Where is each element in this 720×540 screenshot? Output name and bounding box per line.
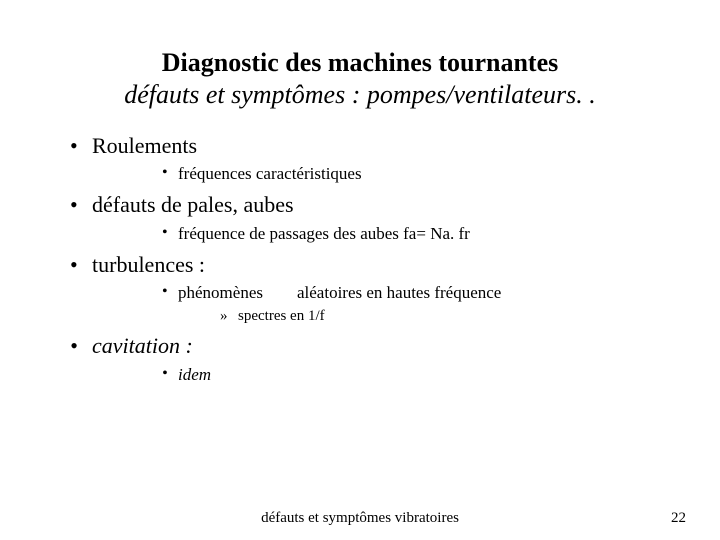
- sub-bullet: fréquences caractéristiques: [162, 163, 720, 185]
- bullet-label: défauts de pales, aubes: [92, 192, 294, 217]
- title-line-1: Diagnostic des machines tournantes: [80, 48, 640, 78]
- slide: Diagnostic des machines tournantes défau…: [0, 0, 720, 540]
- title-line-2: défauts et symptômes : pompes/ventilateu…: [80, 80, 640, 110]
- bullet-label: cavitation :: [92, 333, 193, 358]
- sub-sub-bullet-text: spectres en 1/f: [238, 308, 325, 324]
- bullet-cavitation: cavitation : idem: [70, 332, 720, 386]
- sub-sub-bullet: spectres en 1/f: [220, 307, 720, 327]
- bullet-label: Roulements: [92, 133, 197, 158]
- page-number: 22: [671, 510, 686, 527]
- sub-list: fréquences caractéristiques: [92, 163, 720, 185]
- sub-bullet: phénomènes aléatoires en hautes fréquence…: [162, 282, 720, 326]
- bullet-turbulences: turbulences : phénomènes aléatoires en ha…: [70, 251, 720, 326]
- sub-bullet-text-b: aléatoires en hautes fréquence: [297, 283, 501, 302]
- sub-bullet-text: fréquence de passages des aubes fa= Na. …: [178, 224, 470, 243]
- sub-bullet: fréquence de passages des aubes fa= Na. …: [162, 223, 720, 245]
- sub-sub-list: spectres en 1/f: [178, 307, 720, 327]
- bullet-roulements: Roulements fréquences caractéristiques: [70, 132, 720, 186]
- sub-bullet-text-a: phénomènes: [178, 283, 263, 302]
- bullet-list: Roulements fréquences caractéristiques d…: [0, 132, 720, 386]
- sub-bullet-text: fréquences caractéristiques: [178, 164, 362, 183]
- footer-text: défauts et symptômes vibratoires: [0, 510, 720, 527]
- sub-list: idem: [92, 364, 720, 386]
- bullet-defauts-pales: défauts de pales, aubes fréquence de pas…: [70, 191, 720, 245]
- sub-bullet-text: idem: [178, 365, 211, 384]
- sub-list: fréquence de passages des aubes fa= Na. …: [92, 223, 720, 245]
- sub-bullet: idem: [162, 364, 720, 386]
- bullet-label: turbulences :: [92, 252, 205, 277]
- title-block: Diagnostic des machines tournantes défau…: [0, 0, 720, 110]
- sub-list: phénomènes aléatoires en hautes fréquence…: [92, 282, 720, 326]
